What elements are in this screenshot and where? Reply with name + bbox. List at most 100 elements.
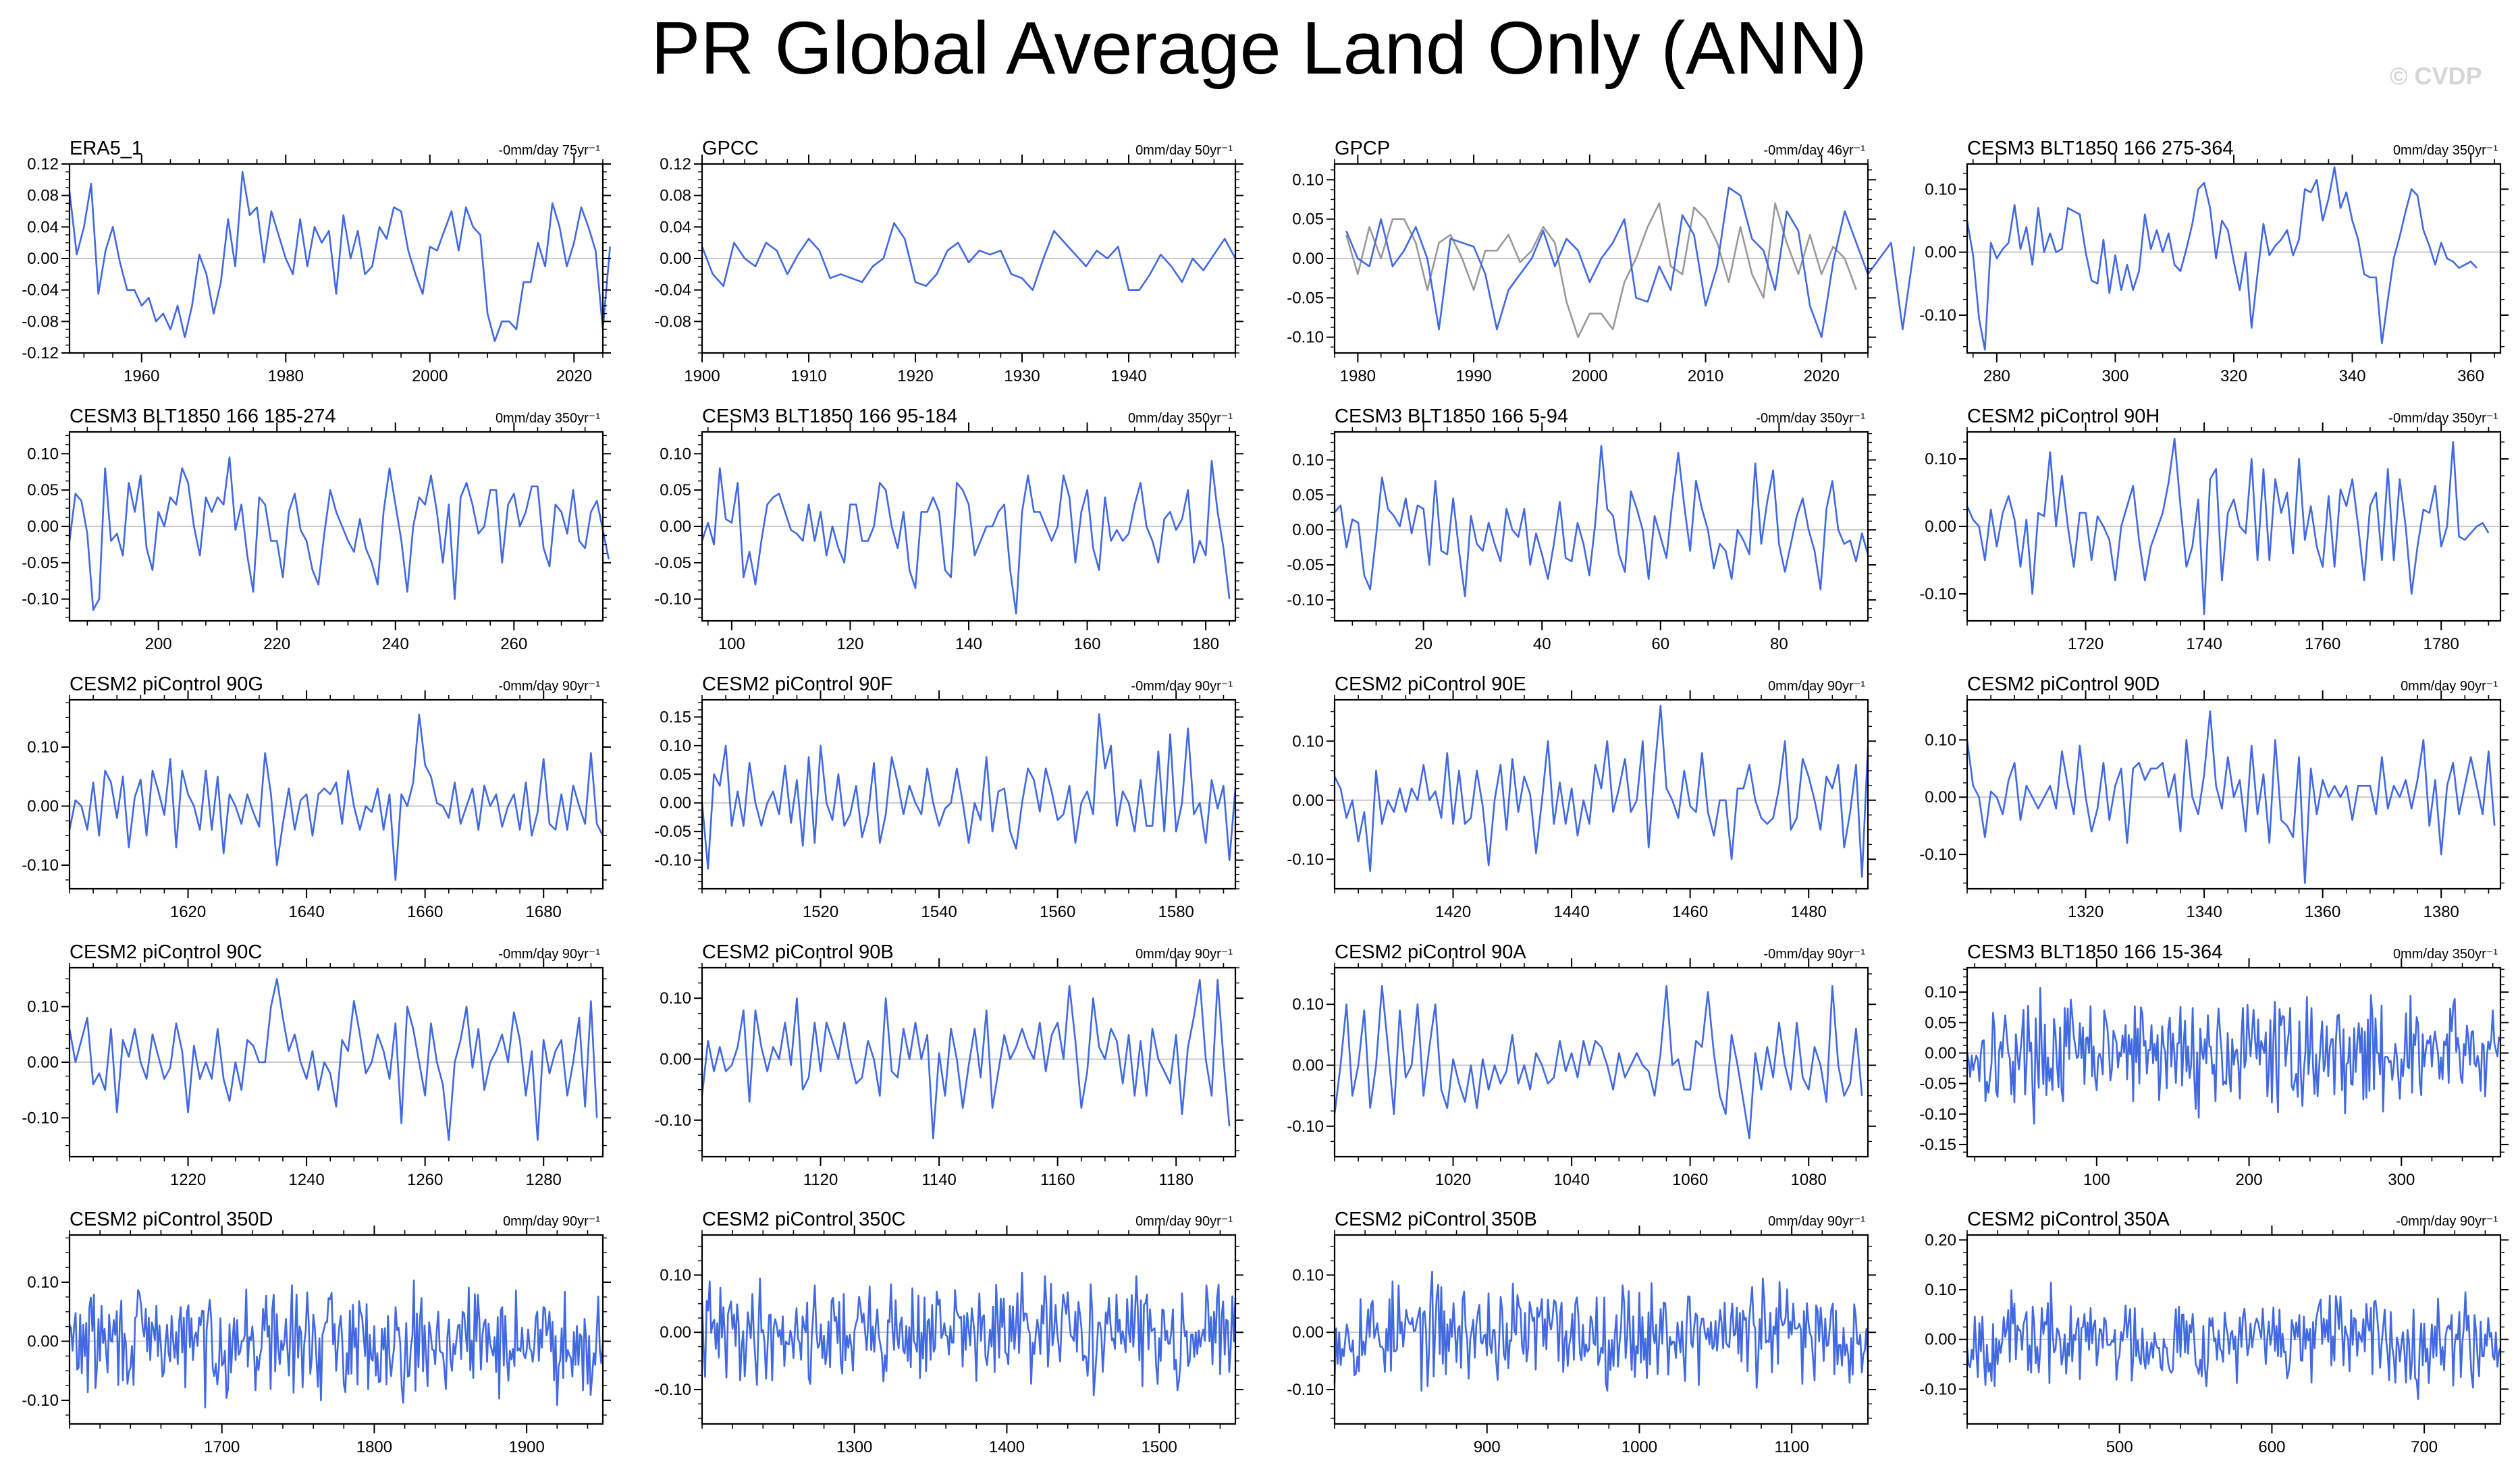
x-tick-label: 1580 <box>1158 903 1194 921</box>
series-line-1 <box>1333 705 1869 878</box>
y-tick-label: -0.05 <box>654 823 691 841</box>
series-line-2 <box>1345 186 1915 339</box>
series-line-1 <box>1966 710 2496 884</box>
panel-title: CESM2 piControl 350B <box>1335 1209 1537 1230</box>
y-tick-label: 0.10 <box>27 445 59 463</box>
panel-trend-label: 0mm/day 350yr⁻¹ <box>2393 143 2498 158</box>
y-tick-label: -0.10 <box>22 590 59 609</box>
x-tick-label: 1910 <box>791 367 826 385</box>
x-tick-label: 900 <box>1474 1438 1501 1456</box>
x-tick-label: 1360 <box>2305 903 2340 921</box>
x-tick-label: 280 <box>1983 367 2010 385</box>
y-tick-label: 0.00 <box>27 1333 59 1351</box>
plot-frame <box>1333 1234 1869 1425</box>
x-tick-label: 1180 <box>1158 1171 1194 1189</box>
x-tick-label: 1500 <box>1141 1438 1177 1456</box>
panel-trend-label: 0mm/day 90yr⁻¹ <box>503 1214 600 1229</box>
x-tick-label: 1340 <box>2186 903 2222 921</box>
y-tick-label: 0.10 <box>1292 1266 1324 1284</box>
y-tick-label: 0.10 <box>1292 732 1324 750</box>
panel-title: CESM2 piControl 90F <box>702 674 892 695</box>
x-tick-label: 1040 <box>1553 1171 1589 1189</box>
panel-trend-label: -0mm/day 350yr⁻¹ <box>1756 411 1865 426</box>
series-line-1 <box>68 978 598 1141</box>
series-line-1 <box>68 456 610 611</box>
panel-title: CESM3 BLT1850 166 5-94 <box>1335 406 1568 427</box>
x-tick-label: 1160 <box>1040 1171 1075 1189</box>
y-tick-label: 0.10 <box>1925 450 1956 468</box>
panel-11: CESM2 piControl 90E 0mm/day 90yr⁻¹ 1420 144… <box>1287 674 1876 921</box>
series-line-1 <box>701 460 1231 615</box>
x-tick-label: 140 <box>955 635 982 653</box>
y-tick-label: 0.00 <box>1292 792 1324 810</box>
y-tick-label: 0.10 <box>660 989 691 1008</box>
panel-19: CESM2 piControl 350B 0mm/day 90yr⁻¹ 900 100… <box>1287 1209 1876 1456</box>
x-tick-label: 1700 <box>204 1438 240 1456</box>
y-tick-label: -0.08 <box>654 312 691 331</box>
panel-16: CESM3 BLT1850 166 15-364 0mm/day 350yr⁻¹ 1… <box>1919 941 2509 1189</box>
y-tick-label: 0.12 <box>27 155 59 173</box>
x-tick-label: 1300 <box>836 1438 872 1456</box>
x-tick-label: 1080 <box>1791 1171 1827 1189</box>
y-tick-label: -0.04 <box>22 281 59 300</box>
y-tick-label: 0.00 <box>1292 1323 1324 1342</box>
y-tick-label: 0.00 <box>660 518 691 536</box>
x-tick-label: 1100 <box>1774 1438 1809 1456</box>
plot-frame <box>701 966 1237 1158</box>
x-tick-label: 1760 <box>2305 635 2340 653</box>
panel-trend-label: 0mm/day 350yr⁻¹ <box>495 411 600 426</box>
panel-18: CESM2 piControl 350C 0mm/day 90yr⁻¹ 1300 14… <box>654 1209 1243 1456</box>
x-tick-label: 1140 <box>921 1171 957 1189</box>
panel-title: CESM2 piControl 90B <box>702 941 894 963</box>
panel-title: GPCC <box>702 138 759 159</box>
x-tick-label: 1020 <box>1435 1171 1471 1189</box>
y-tick-label: -0.10 <box>1287 591 1324 609</box>
series-line-1 <box>1333 1271 1869 1392</box>
plot-frame <box>1333 966 1869 1158</box>
y-tick-label: 0.10 <box>1292 171 1324 189</box>
x-tick-label: 1620 <box>170 903 206 921</box>
x-tick-label: 1900 <box>684 367 720 385</box>
y-tick-label: 0.10 <box>27 1273 59 1292</box>
y-tick-label: 0.20 <box>1925 1231 1956 1249</box>
panel-title: CESM2 piControl 350A <box>1967 1209 2170 1230</box>
x-tick-label: 1440 <box>1553 903 1589 921</box>
y-tick-label: 0.10 <box>27 738 59 757</box>
y-tick-label: 0.00 <box>1925 518 1956 536</box>
panel-trend-label: 0mm/day 350yr⁻¹ <box>1128 411 1233 426</box>
y-tick-label: -0.05 <box>1919 1075 1956 1093</box>
x-tick-label: 300 <box>2388 1171 2415 1189</box>
y-tick-label: 0.00 <box>27 1053 59 1072</box>
panel-2: GPCC 0mm/day 50yr⁻¹ 1900 1910 1920 1930 1940 0.… <box>654 138 1243 385</box>
y-tick-label: 0.00 <box>1925 244 1956 262</box>
x-tick-label: 1720 <box>2068 635 2104 653</box>
series-line-1 <box>701 979 1231 1140</box>
y-tick-label: 0.10 <box>660 737 691 755</box>
panel-trend-label: -0mm/day 350yr⁻¹ <box>2388 411 2498 426</box>
x-tick-label: 180 <box>1192 635 1219 653</box>
y-tick-label: 0.00 <box>1925 788 1956 806</box>
y-tick-label: 0.00 <box>1292 521 1324 539</box>
x-tick-label: 200 <box>145 635 172 653</box>
panel-title: GPCP <box>1335 138 1390 159</box>
y-tick-label: 0.10 <box>660 1266 691 1284</box>
y-tick-label: -0.05 <box>1287 289 1324 307</box>
series-line-1 <box>701 1271 1237 1396</box>
x-tick-label: 100 <box>718 635 745 653</box>
panel-title: CESM2 piControl 90A <box>1335 941 1526 963</box>
y-tick-label: -0.05 <box>1287 556 1324 574</box>
panel-title: CESM2 piControl 90D <box>1967 674 2160 695</box>
panel-trend-label: 0mm/day 90yr⁻¹ <box>1768 679 1865 694</box>
panel-title: CESM2 piControl 90C <box>70 941 262 963</box>
panel-title: CESM2 piControl 350C <box>702 1209 905 1230</box>
series-line-1 <box>68 171 611 342</box>
x-tick-label: 260 <box>500 635 527 653</box>
y-tick-label: -0.12 <box>22 344 59 362</box>
y-tick-label: 0.05 <box>1292 211 1324 229</box>
panel-7: CESM3 BLT1850 166 5-94 -0mm/day 350yr⁻¹ 20… <box>1287 406 1876 653</box>
panel-1: ERA5_1 -0mm/day 75yr⁻¹ 1960 1980 2000 2020 0.1… <box>22 138 611 385</box>
y-tick-label: -0.10 <box>1287 850 1324 869</box>
y-tick-label: -0.04 <box>654 281 691 300</box>
x-tick-label: 1960 <box>124 367 159 385</box>
